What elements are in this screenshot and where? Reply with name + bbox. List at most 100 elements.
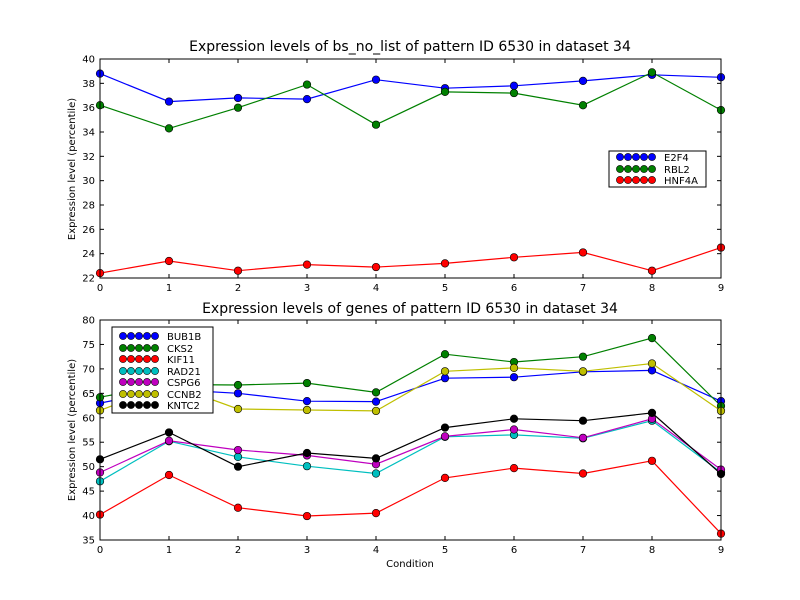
data-point	[578, 416, 588, 425]
y-tick-label: 28	[82, 201, 95, 212]
legend-marker	[151, 344, 159, 352]
data-point	[647, 456, 657, 465]
data-point	[302, 378, 312, 388]
data-point	[440, 87, 450, 96]
legend-marker	[640, 153, 648, 161]
data-point	[233, 266, 243, 275]
y-tick-label: 60	[82, 413, 95, 424]
legend-marker	[143, 367, 151, 375]
x-tick-label: 3	[304, 283, 310, 294]
legend-marker	[119, 401, 127, 409]
x-tick-label: 8	[649, 283, 655, 294]
legend-marker	[151, 367, 159, 375]
x-axis-label: Condition	[386, 559, 434, 570]
series-layer	[95, 68, 726, 278]
data-point	[302, 448, 312, 458]
data-point	[578, 352, 588, 361]
data-point	[509, 373, 519, 382]
series-line	[99, 71, 722, 130]
x-tick-label: 5	[442, 545, 448, 556]
legend-marker	[127, 367, 135, 375]
data-point	[509, 363, 519, 373]
legend-marker	[127, 401, 135, 409]
plot-frame	[99, 58, 722, 279]
legend-marker	[143, 378, 151, 386]
series-layer	[95, 333, 726, 538]
legend-marker	[624, 165, 632, 173]
data-point	[647, 408, 657, 417]
data-point	[233, 452, 243, 461]
y-tick-label: 50	[82, 462, 95, 473]
data-point	[371, 509, 381, 518]
legend-label: RBL2	[664, 165, 690, 176]
data-point	[233, 389, 243, 398]
legend-marker	[624, 176, 632, 184]
y-tick-label: 45	[82, 487, 95, 498]
x-tick-label: 7	[580, 283, 586, 294]
legend-label: BUB1B	[167, 332, 201, 343]
x-tick-label: 1	[166, 283, 172, 294]
data-point	[578, 248, 588, 257]
legend-marker	[135, 332, 143, 340]
data-point	[509, 464, 519, 473]
legend-marker	[119, 332, 127, 340]
x-tick-label: 2	[235, 283, 241, 294]
legend-label: E2F4	[664, 153, 689, 164]
data-point	[578, 101, 588, 110]
legend-marker	[135, 378, 143, 386]
y-tick-label: 40	[82, 55, 95, 66]
data-point	[578, 469, 588, 478]
data-point	[233, 380, 243, 390]
y-tick-label: 55	[82, 438, 95, 449]
legend-marker	[151, 378, 159, 386]
y-tick-label: 65	[82, 389, 95, 400]
data-point	[647, 333, 657, 343]
data-point	[302, 462, 312, 471]
legend-marker	[632, 153, 640, 161]
x-tick-label: 4	[373, 545, 379, 556]
data-point	[647, 68, 657, 77]
data-point	[371, 397, 381, 406]
legend-entry: E2F4	[616, 153, 689, 164]
series-line	[99, 412, 722, 475]
legend-marker	[640, 165, 648, 173]
legend-marker	[135, 344, 143, 352]
y-axis-label: Expression level (percentile)	[67, 98, 78, 240]
legend-marker	[127, 390, 135, 398]
legend-label: RAD21	[167, 367, 201, 378]
legend-marker	[632, 176, 640, 184]
data-point	[164, 97, 174, 106]
legend-label: CSPG6	[167, 378, 200, 389]
y-tick-label: 38	[82, 79, 95, 90]
data-point	[509, 253, 519, 262]
data-point	[371, 406, 381, 416]
legend-marker	[127, 332, 135, 340]
legend-marker	[648, 153, 656, 161]
data-point	[440, 473, 450, 483]
legend-marker	[648, 165, 656, 173]
legend-marker	[127, 355, 135, 363]
data-point	[371, 469, 381, 478]
data-point	[371, 262, 381, 272]
legend-marker	[151, 332, 159, 340]
legend: E2F4 RBL2 HNF4A	[608, 150, 707, 188]
legend-marker	[143, 332, 151, 340]
x-tick-label: 9	[718, 545, 724, 556]
legend-label: KIF11	[167, 355, 195, 366]
y-tick-label: 26	[82, 225, 95, 236]
data-point	[164, 436, 174, 445]
legend-marker	[616, 165, 624, 173]
data-point	[578, 433, 588, 442]
legend: BUB1B CKS2 KIF11	[111, 326, 214, 414]
data-point	[233, 93, 243, 103]
data-point	[233, 462, 243, 471]
series-line	[99, 418, 722, 474]
series-line	[99, 247, 722, 274]
x-tick-label: 1	[166, 545, 172, 556]
data-point	[302, 397, 312, 406]
legend-label: HNF4A	[664, 176, 698, 187]
y-tick-label: 22	[82, 274, 95, 285]
data-point	[440, 423, 450, 432]
